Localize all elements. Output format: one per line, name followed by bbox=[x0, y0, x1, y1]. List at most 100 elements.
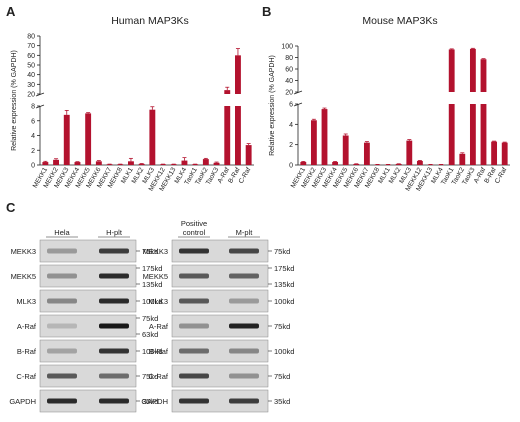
bar bbox=[224, 90, 231, 94]
y-tick-label: 2 bbox=[289, 142, 293, 149]
bar bbox=[448, 49, 455, 92]
bar bbox=[480, 59, 487, 92]
protein-band bbox=[99, 298, 129, 304]
bar bbox=[63, 114, 70, 165]
blot-row-label: A-Raf bbox=[149, 322, 169, 331]
protein-band bbox=[47, 273, 77, 279]
y-tick-label: 100 bbox=[281, 44, 293, 51]
kd-marker: 75kd bbox=[274, 372, 290, 381]
kd-marker: 135kd bbox=[274, 280, 294, 289]
y-tick-label: 4 bbox=[31, 133, 35, 140]
kd-marker: 100kd bbox=[274, 347, 294, 356]
y-tick-label: 8 bbox=[31, 104, 35, 111]
y-axis-label: Relative expression (% GAPDH) bbox=[269, 55, 276, 156]
protein-band bbox=[99, 323, 129, 329]
kd-marker: 100kd bbox=[142, 297, 162, 306]
y-tick-label: 60 bbox=[27, 53, 35, 60]
kd-marker: 75kd bbox=[142, 372, 158, 381]
protein-band bbox=[179, 298, 209, 304]
bar bbox=[245, 145, 252, 165]
blot-row-label: C-Raf bbox=[16, 372, 37, 381]
protein-band bbox=[99, 273, 129, 279]
protein-band bbox=[179, 348, 209, 354]
protein-band bbox=[47, 373, 77, 379]
protein-band bbox=[47, 248, 77, 254]
y-tick-label: 60 bbox=[285, 67, 293, 74]
bar bbox=[160, 164, 166, 165]
blot-strip bbox=[39, 314, 137, 338]
chart-title: Human MAP3Ks bbox=[111, 15, 189, 27]
protein-band bbox=[229, 348, 259, 354]
bar bbox=[235, 55, 241, 94]
bar-lower-segment bbox=[224, 106, 231, 165]
blot-header: control bbox=[183, 228, 206, 237]
blot-row-label: MEKK5 bbox=[11, 272, 36, 281]
blot-strip bbox=[171, 264, 269, 288]
bar bbox=[363, 142, 370, 165]
y-tick-label: 30 bbox=[27, 82, 35, 89]
chart-mouse-map3ks: Mouse MAP3Ks Relative expression (% GAPDH… bbox=[269, 15, 510, 193]
y-tick-label: 2 bbox=[31, 148, 35, 155]
kd-marker: 75kd bbox=[142, 247, 158, 256]
kd-marker: 135kd bbox=[142, 280, 162, 289]
y-tick-label: 40 bbox=[285, 78, 293, 85]
y-tick-label: 0 bbox=[31, 163, 35, 170]
blot-row-label: MEKK5 bbox=[143, 272, 168, 281]
protein-band bbox=[47, 323, 77, 329]
protein-band bbox=[229, 373, 259, 379]
bar bbox=[95, 161, 102, 165]
protein-band bbox=[229, 248, 259, 254]
y-tick-label: 6 bbox=[31, 118, 35, 125]
bar bbox=[469, 48, 476, 92]
panel-letter-b: B bbox=[262, 4, 271, 19]
kd-marker: 63kd bbox=[142, 330, 158, 339]
y-tick-label: 70 bbox=[27, 43, 35, 50]
kd-marker: 100kd bbox=[142, 347, 162, 356]
protein-band bbox=[179, 373, 209, 379]
kd-marker: 175kd bbox=[142, 264, 162, 273]
bar bbox=[128, 161, 134, 165]
y-tick-label: 50 bbox=[27, 63, 35, 70]
bar bbox=[459, 153, 466, 165]
y-tick-label: 20 bbox=[27, 92, 35, 99]
blot-row-label: C-Raf bbox=[148, 372, 169, 381]
bar-lower-segment bbox=[469, 104, 476, 165]
bar bbox=[202, 159, 209, 165]
chart-title: Mouse MAP3Ks bbox=[362, 15, 437, 27]
bar bbox=[332, 161, 339, 165]
y-tick-label: 6 bbox=[289, 102, 293, 109]
bar bbox=[85, 113, 92, 165]
y-tick-label: 40 bbox=[27, 72, 35, 79]
chart-human-map3ks: Human MAP3Ks Relative expression (% GAPDH… bbox=[11, 15, 254, 193]
protein-band bbox=[179, 323, 209, 329]
kd-marker: 75kd bbox=[274, 247, 290, 256]
western-blot-human: Hela H-plt MEKK3 75kd MEKK5 175kd 135kd MLK3 100… bbox=[9, 228, 162, 413]
bar bbox=[42, 162, 49, 165]
blot-row-label: MEKK3 bbox=[11, 247, 36, 256]
bar bbox=[395, 163, 402, 165]
bar bbox=[310, 120, 317, 165]
blot-row-label: MLK3 bbox=[16, 297, 36, 306]
bar bbox=[138, 163, 145, 165]
bar-lower-segment bbox=[480, 104, 487, 165]
blot-row-label: MEKK3 bbox=[143, 247, 168, 256]
protein-band bbox=[99, 348, 129, 354]
protein-band bbox=[47, 298, 77, 304]
bar bbox=[106, 164, 113, 165]
bar bbox=[342, 135, 349, 165]
protein-band bbox=[47, 348, 77, 354]
blot-strip bbox=[39, 264, 137, 288]
bar bbox=[353, 163, 360, 165]
blot-row-label: MLK3 bbox=[148, 297, 168, 306]
protein-band bbox=[99, 398, 129, 404]
protein-band bbox=[99, 373, 129, 379]
bar bbox=[300, 161, 307, 165]
blot-header: M-plt bbox=[236, 228, 254, 237]
y-tick-label: 0 bbox=[289, 163, 293, 170]
axis-break-mark bbox=[35, 104, 45, 109]
bar-lower-segment bbox=[235, 106, 241, 165]
blot-header: Positive bbox=[181, 219, 207, 228]
blot-header: Hela bbox=[54, 228, 70, 237]
